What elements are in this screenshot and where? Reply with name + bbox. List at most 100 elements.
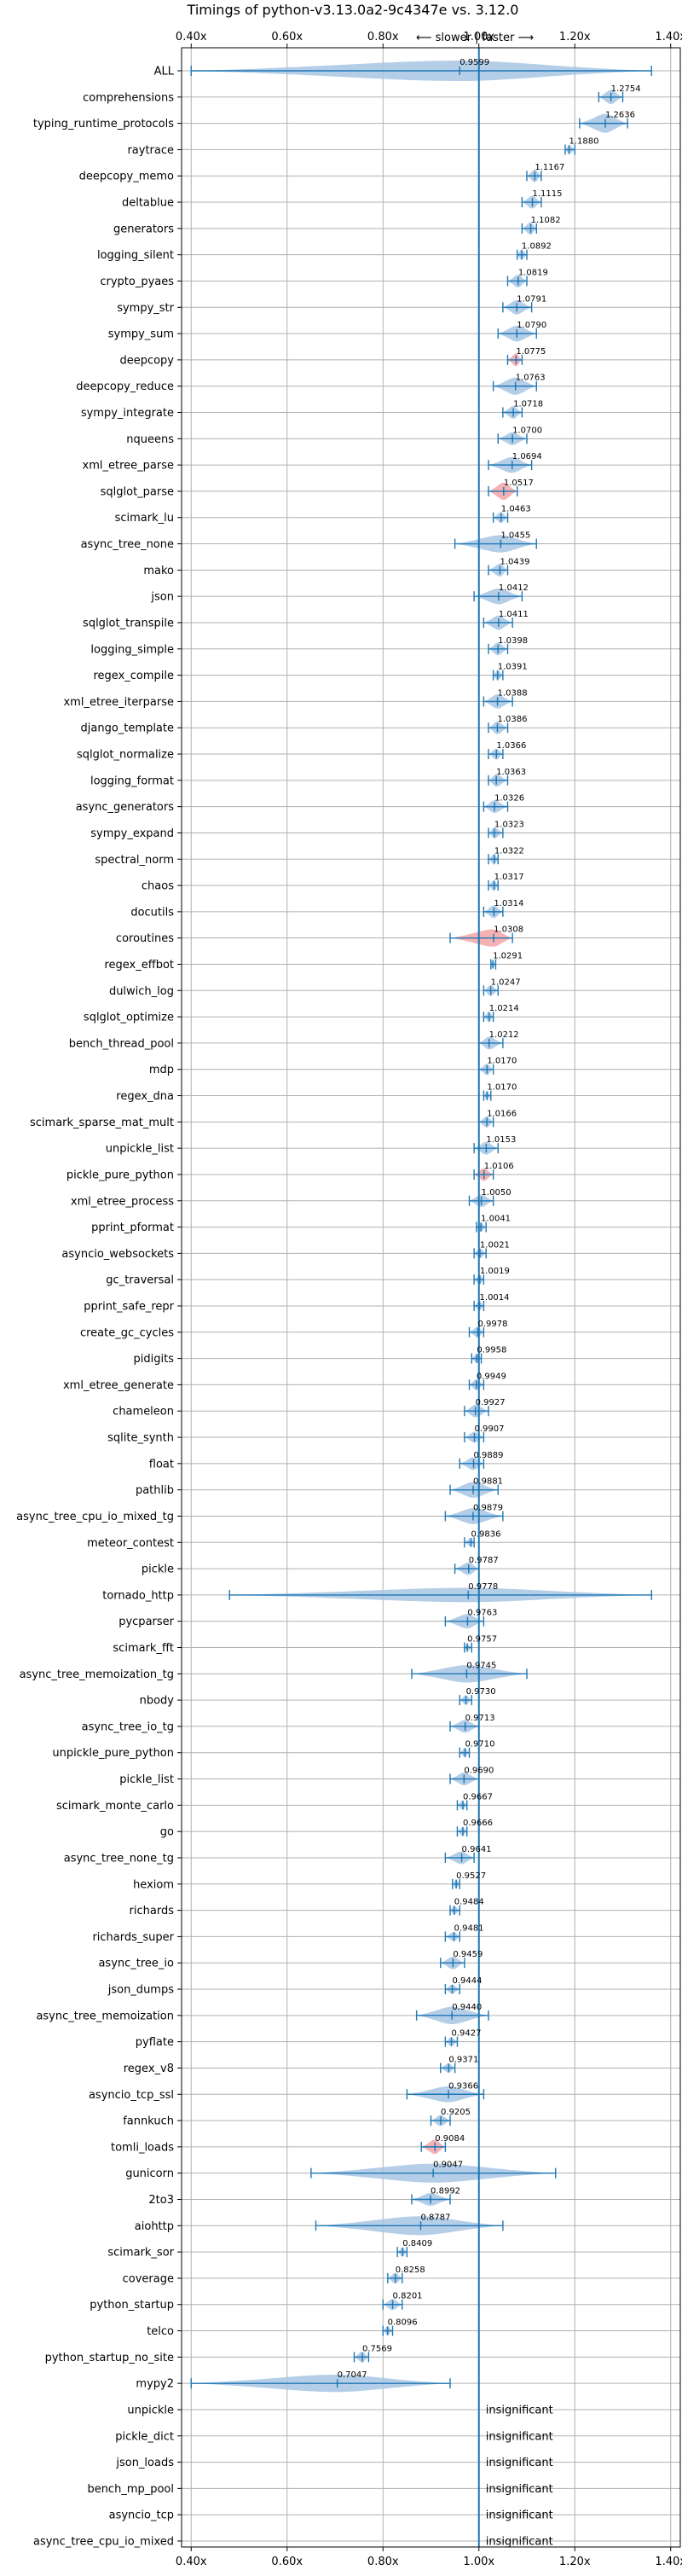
category-label: asyncio_tcp (109, 2509, 174, 2522)
value-label: 0.9927 (476, 1398, 506, 1407)
value-label: 0.9440 (452, 2003, 482, 2012)
median-dot (494, 779, 498, 782)
value-label: 1.0455 (500, 531, 530, 541)
value-label: 0.9484 (454, 1898, 484, 1907)
median-dot (471, 1515, 475, 1517)
category-label: scimark_sor (107, 2247, 174, 2260)
median-dot (496, 674, 499, 676)
insignificant-label: insignificant (486, 2536, 553, 2549)
category-label: gc_traversal (106, 1274, 174, 1287)
value-label: 1.0363 (496, 768, 526, 777)
category-label: docutils (130, 906, 174, 919)
median-dot (488, 1041, 490, 1045)
value-label: 0.8409 (402, 2239, 432, 2248)
value-label: 0.9949 (477, 1372, 506, 1381)
value-label: 0.8258 (396, 2266, 425, 2275)
median-dot (491, 963, 494, 966)
median-dot (434, 2145, 436, 2149)
value-label: 1.0463 (501, 505, 531, 514)
median-dot (493, 805, 496, 808)
value-label: 1.0291 (493, 951, 523, 960)
value-label: 1.1082 (531, 216, 561, 225)
value-label: 1.0366 (496, 741, 526, 751)
category-label: django_template (81, 722, 174, 735)
value-label: 0.9787 (469, 1556, 499, 1565)
category-label: pickle (142, 1564, 174, 1576)
value-label: 1.0308 (494, 925, 523, 935)
value-label: 1.0386 (497, 715, 527, 724)
value-label: 0.9778 (468, 1582, 498, 1592)
insignificant-label: insignificant (486, 2457, 553, 2469)
category-label: logging_silent (97, 249, 174, 262)
median-dot (568, 148, 570, 151)
insignificant-label: insignificant (486, 2404, 553, 2416)
median-dot (463, 1778, 465, 1780)
value-label: 1.0247 (491, 978, 521, 987)
x-tick-label-bottom: 0.40x (176, 2556, 207, 2568)
median-dot (493, 910, 495, 914)
category-label: generators (113, 223, 174, 235)
value-label: 0.9667 (463, 1792, 493, 1801)
category-label: coverage (123, 2272, 174, 2285)
category-label: logging_format (90, 775, 174, 787)
value-label: 0.9599 (459, 58, 489, 67)
value-label: 0.9047 (433, 2161, 463, 2170)
category-label: go (160, 1826, 174, 1839)
median-dot (486, 1094, 488, 1097)
value-label: 1.0694 (512, 452, 542, 461)
median-dot (391, 2303, 394, 2306)
median-dot (493, 858, 496, 861)
median-dot (497, 621, 500, 624)
value-label: 1.0214 (489, 1004, 519, 1013)
x-tick-label-bottom: 0.60x (271, 2556, 303, 2568)
category-label: python_startup_no_site (45, 2352, 174, 2364)
category-label: pycparser (118, 1616, 174, 1628)
value-label: 0.9958 (477, 1346, 506, 1355)
median-dot (447, 2093, 450, 2096)
value-label: 1.0170 (487, 1057, 517, 1066)
category-label: async_tree_none_tg (64, 1852, 174, 1865)
value-label: 1.0391 (498, 663, 528, 672)
median-dot (475, 1384, 478, 1386)
median-dot (467, 1593, 470, 1597)
value-label: 1.0439 (500, 557, 529, 566)
category-label: nbody (140, 1695, 175, 1708)
category-label: async_tree_memoization (36, 2010, 174, 2022)
category-label: async_tree_io (98, 1958, 174, 1970)
median-dot (483, 1173, 485, 1176)
x-tick-label-top: 0.60x (271, 31, 303, 44)
value-label: 0.9713 (465, 1714, 495, 1723)
median-dot (511, 463, 513, 467)
category-label: hexiom (133, 1878, 174, 1891)
category-label: spectral_norm (95, 854, 174, 867)
value-label: 1.0892 (522, 242, 552, 252)
category-label: mdp (149, 1064, 174, 1076)
median-dot (429, 2198, 432, 2201)
x-tick-label-top: 0.80x (367, 31, 399, 44)
value-label: 1.0050 (482, 1188, 512, 1198)
category-label: sqlite_synth (107, 1432, 174, 1445)
median-dot (336, 2382, 338, 2385)
median-dot (451, 2014, 454, 2017)
value-label: 0.9205 (441, 2108, 471, 2117)
median-dot (499, 569, 501, 571)
median-dot (493, 884, 495, 887)
category-label: sympy_str (117, 302, 174, 315)
category-label: deepcopy (119, 354, 174, 367)
category-label: bench_thread_pool (69, 1037, 174, 1050)
median-dot (402, 2250, 404, 2254)
x-tick-label-top: 1.20x (559, 31, 591, 44)
value-label: 0.9481 (454, 1923, 484, 1933)
median-dot (451, 1987, 454, 1991)
median-dot (534, 175, 536, 177)
category-label: raytrace (127, 144, 174, 157)
median-dot (467, 1567, 470, 1570)
median-dot (495, 752, 498, 756)
category-label: async_tree_memoization_tg (20, 1668, 174, 1681)
insignificant-label: insignificant (486, 2430, 553, 2443)
value-label: 0.9690 (464, 1767, 494, 1776)
category-label: unpickle_pure_python (52, 1747, 174, 1760)
median-dot (512, 411, 515, 414)
category-label: sqlglot_normalize (77, 749, 174, 762)
